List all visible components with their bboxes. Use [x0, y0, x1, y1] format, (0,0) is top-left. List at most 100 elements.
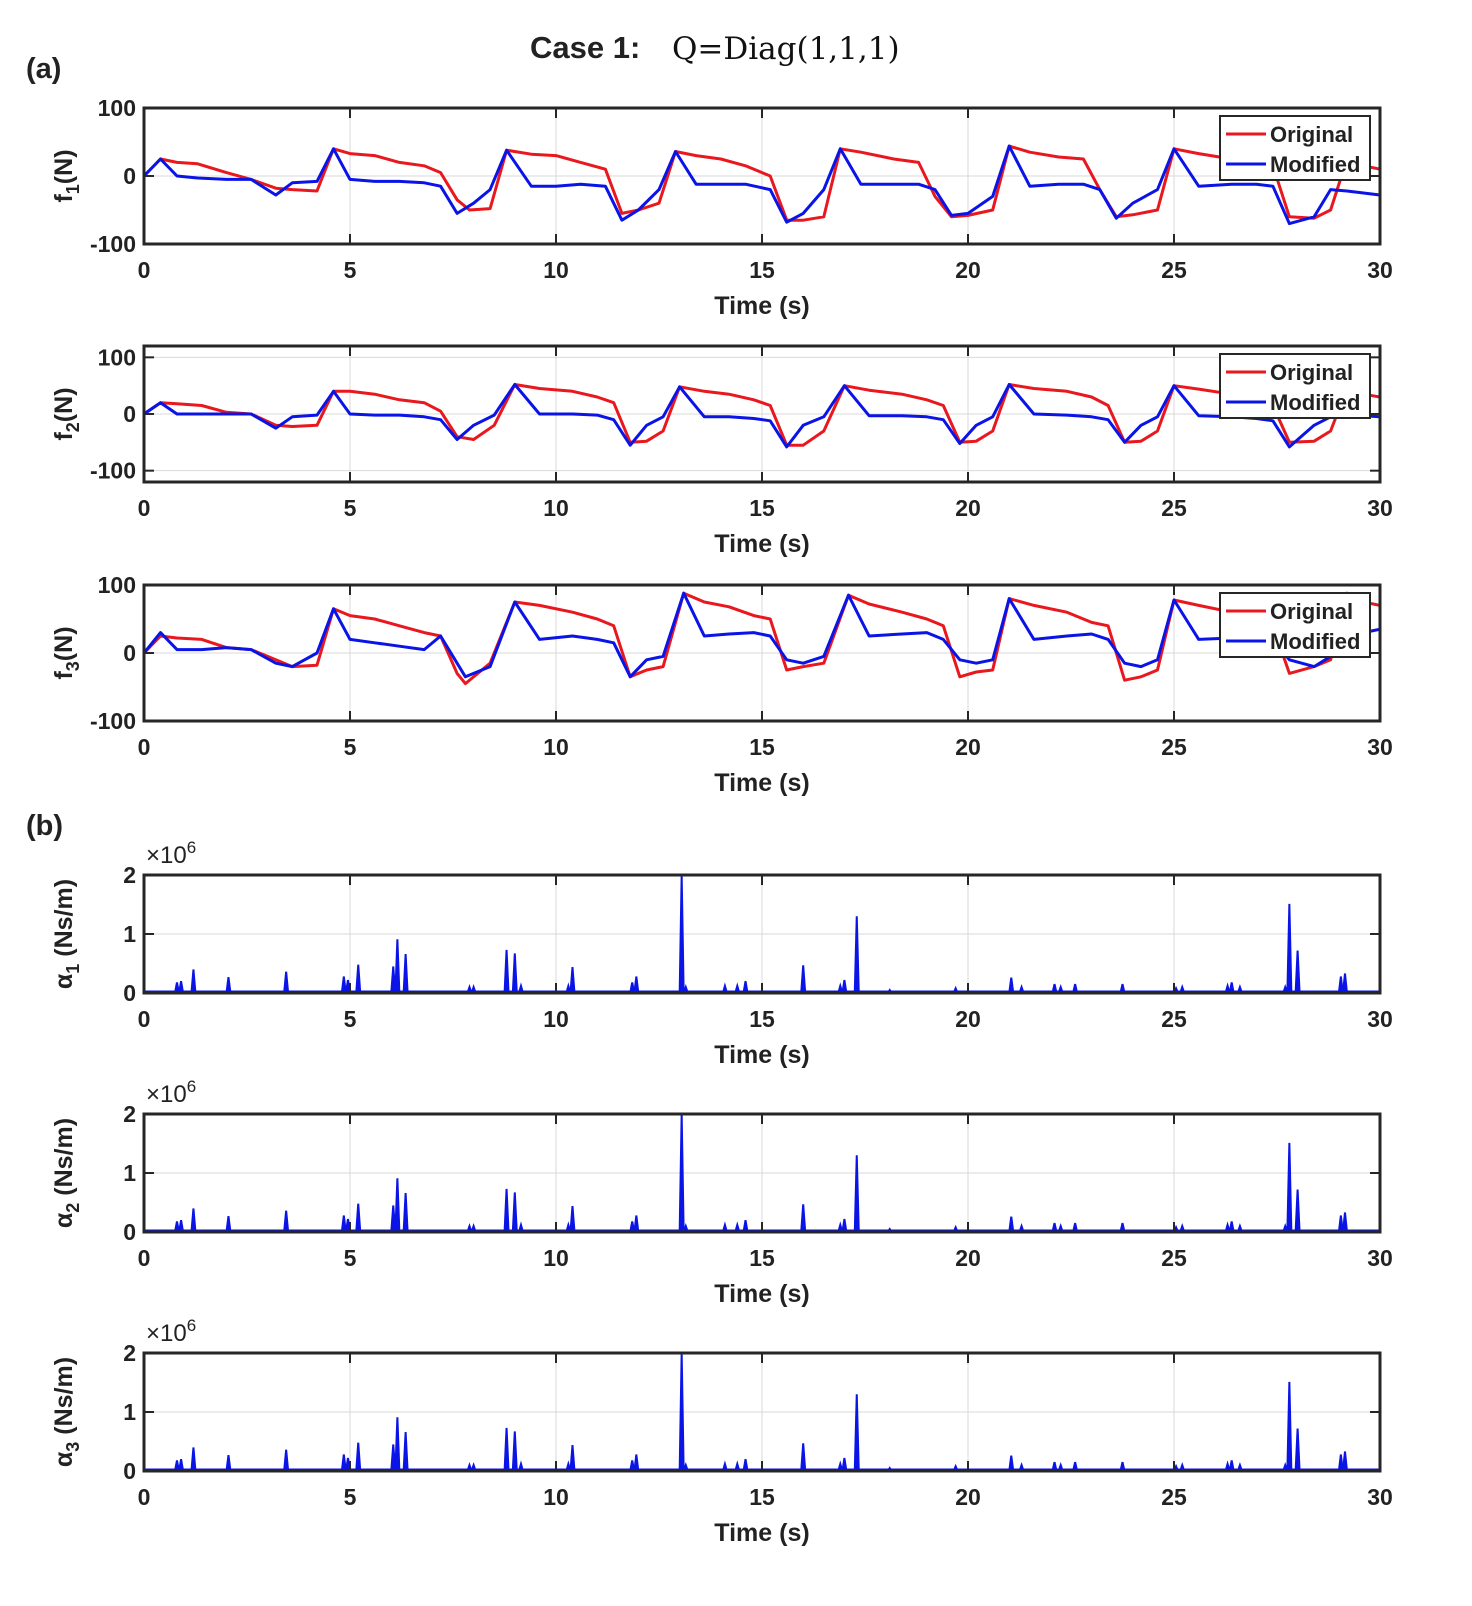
y-axis-label: α2 (Ns/m)	[50, 1118, 83, 1228]
spike-a3	[402, 1432, 409, 1471]
spike-a2	[742, 1220, 749, 1232]
spike-a1	[853, 916, 860, 993]
spike-a1	[190, 969, 197, 993]
spike-a2	[1294, 1189, 1301, 1232]
spike-a2	[225, 1215, 232, 1232]
x-tick-label: 20	[955, 734, 981, 760]
spike-a3	[678, 1353, 685, 1471]
x-tick-label: 5	[344, 1006, 357, 1032]
spike-a2	[511, 1192, 518, 1232]
x-tick-label: 5	[344, 495, 357, 521]
spike-a3	[190, 1447, 197, 1471]
spike-a3	[853, 1394, 860, 1471]
chart-a1: 0 5 10 15 20 25 30 0 1 2 Time (s) α1 (Ns/m) ×106	[50, 838, 1393, 1069]
spike-a2	[837, 1221, 844, 1232]
spike-a3	[394, 1417, 401, 1471]
spike-a1	[173, 982, 180, 993]
chart-a3: 0 5 10 15 20 25 30 0 1 2 Time (s) α3 (Ns/m) ×106	[50, 1316, 1393, 1547]
spike-a3	[837, 1460, 844, 1471]
x-tick-label: 0	[138, 257, 151, 283]
exponent-label: ×106	[146, 1316, 196, 1347]
x-tick-label: 15	[749, 734, 775, 760]
spike-a2	[1119, 1222, 1126, 1232]
y-axis-label: α1 (Ns/m)	[50, 879, 83, 989]
x-tick-label: 20	[955, 1484, 981, 1510]
spike-a2	[800, 1204, 807, 1232]
x-tick-label: 20	[955, 1245, 981, 1271]
spike-a1	[503, 949, 510, 993]
spike-a3	[1119, 1461, 1126, 1471]
spike-a2	[518, 1221, 524, 1232]
spike-a3	[734, 1460, 741, 1471]
spike-a2	[721, 1221, 728, 1232]
exponent-label: ×106	[146, 838, 196, 869]
y-tick-label: 1	[123, 1160, 136, 1186]
chart-a2: 0 5 10 15 20 25 30 0 1 2 Time (s) α2 (Ns/m) ×106	[50, 1077, 1393, 1308]
spike-a3	[800, 1443, 807, 1471]
x-tick-label: 10	[543, 495, 569, 521]
x-tick-label: 25	[1161, 1484, 1187, 1510]
spike-a1	[1224, 982, 1231, 993]
spike-a3	[633, 1454, 640, 1471]
series-modified-f1	[144, 144, 1380, 226]
spike-a2	[629, 1221, 636, 1232]
spike-a1	[633, 976, 640, 993]
y-axis-label: f2(N)	[50, 387, 83, 440]
spike-a1	[569, 966, 576, 993]
spike-a3	[721, 1460, 728, 1471]
spike-a1	[1228, 982, 1235, 993]
spike-a3	[1286, 1381, 1293, 1471]
spike-a3	[1294, 1428, 1301, 1471]
spike-a3	[178, 1459, 185, 1471]
spike-a1	[1337, 976, 1344, 993]
spike-a3	[742, 1459, 749, 1471]
spike-a2	[1341, 1212, 1348, 1232]
x-tick-label: 10	[543, 1006, 569, 1032]
spike-a1	[629, 982, 636, 993]
spike-a1	[518, 982, 524, 993]
spike-a1	[800, 965, 807, 993]
spike-a3	[1228, 1460, 1235, 1471]
spike-a2	[1051, 1222, 1058, 1232]
spike-a2	[503, 1188, 510, 1232]
x-axis-label: Time (s)	[714, 769, 809, 797]
spike-a1	[734, 982, 741, 993]
spike-a1	[1008, 977, 1015, 993]
x-tick-label: 30	[1367, 257, 1393, 283]
legend-box	[1219, 592, 1371, 658]
plot-area	[144, 591, 1380, 686]
x-tick-label: 10	[543, 1245, 569, 1271]
legend-box	[1219, 353, 1371, 419]
x-tick-label: 15	[749, 1484, 775, 1510]
y-tick-label: 100	[98, 95, 136, 121]
y-tick-label: 0	[123, 640, 136, 666]
spike-a1	[1286, 903, 1293, 993]
x-tick-label: 0	[138, 1006, 151, 1032]
spike-a3	[390, 1444, 397, 1471]
x-axis-label: Time (s)	[714, 530, 809, 558]
spike-a1	[1341, 973, 1348, 993]
y-tick-label: 0	[123, 401, 136, 427]
spike-a3	[569, 1444, 576, 1471]
x-tick-label: 30	[1367, 1245, 1393, 1271]
spike-a1	[283, 971, 290, 993]
spike-a1	[225, 976, 232, 993]
spike-a1	[1119, 983, 1126, 993]
legend-label-modified: Modified	[1270, 390, 1360, 415]
x-tick-label: 25	[1161, 1245, 1187, 1271]
spike-a2	[390, 1205, 397, 1232]
spike-a2	[190, 1208, 197, 1232]
spike-a1	[721, 982, 728, 993]
x-tick-label: 10	[543, 257, 569, 283]
spike-a2	[1228, 1221, 1235, 1232]
spike-a3	[629, 1460, 636, 1471]
spike-a1	[178, 981, 185, 993]
x-tick-label: 30	[1367, 495, 1393, 521]
spike-a2	[1224, 1221, 1231, 1232]
spike-a1	[1051, 983, 1058, 993]
spike-a2	[355, 1203, 362, 1232]
